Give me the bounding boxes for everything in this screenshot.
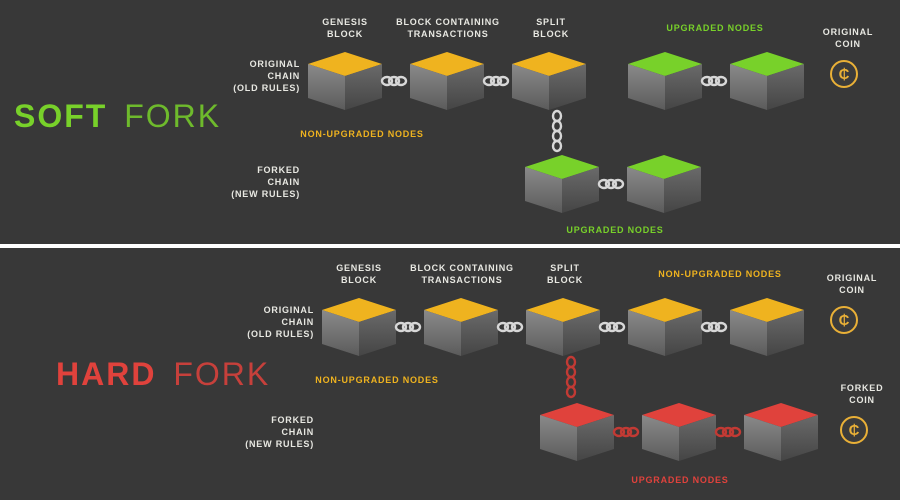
coin-icon: ₵ <box>840 416 868 444</box>
cube <box>540 403 614 471</box>
cube <box>628 52 702 120</box>
cube <box>730 52 804 120</box>
label-orig-coin: ORIGINALCOIN <box>808 26 888 50</box>
title-word-1: HARD <box>56 356 156 393</box>
cube <box>410 52 484 120</box>
chain-link-icon <box>700 321 728 331</box>
cube <box>322 298 396 366</box>
page: SOFT FORK GENESISBLOCK BLOCK CONTAININGT… <box>0 0 900 500</box>
coin-glyph: ₵ <box>839 66 850 83</box>
chain-link-icon <box>550 108 560 154</box>
coin-glyph: ₵ <box>839 312 850 329</box>
label-orig-chain: ORIGINALCHAIN(OLD RULES) <box>204 304 314 340</box>
cube <box>526 298 600 366</box>
chain-link-icon <box>564 354 574 400</box>
title-soft-fork: SOFT FORK <box>14 98 221 135</box>
label-genesis: GENESISBLOCK <box>300 16 390 40</box>
label-split: SPLITBLOCK <box>506 16 596 40</box>
cube <box>512 52 586 120</box>
coin-icon: ₵ <box>830 60 858 88</box>
cube <box>628 298 702 366</box>
label-nonupgraded: NON-UPGRADED NODES <box>272 128 452 140</box>
label-txn: BLOCK CONTAININGTRANSACTIONS <box>402 262 522 286</box>
title-hard-fork: HARD FORK <box>56 356 270 393</box>
cube <box>424 298 498 366</box>
label-orig-chain: ORIGINALCHAIN(OLD RULES) <box>190 58 300 94</box>
label-fork-chain: FORKEDCHAIN(NEW RULES) <box>190 164 300 200</box>
cube <box>642 403 716 471</box>
chain-link-icon <box>394 321 422 331</box>
chain-link-icon <box>380 75 408 85</box>
chain-link-icon <box>700 75 728 85</box>
label-upgraded-bot: UPGRADED NODES <box>560 474 800 486</box>
label-upgraded-top: UPGRADED NODES <box>630 22 800 34</box>
chain-link-icon <box>482 75 510 85</box>
chain-link-icon <box>597 178 625 188</box>
chain-link-icon <box>612 426 640 436</box>
cube <box>627 155 701 223</box>
chain-link-icon <box>496 321 524 331</box>
label-nonupgraded-mid: NON-UPGRADED NODES <box>282 374 472 386</box>
cube <box>744 403 818 471</box>
label-forked-coin: FORKEDCOIN <box>822 382 900 406</box>
cube <box>730 298 804 366</box>
label-genesis: GENESISBLOCK <box>314 262 404 286</box>
panel-hard-fork: HARD FORK GENESISBLOCK BLOCK CONTAININGT… <box>0 248 900 500</box>
chain-link-icon <box>714 426 742 436</box>
label-fork-chain: FORKEDCHAIN(NEW RULES) <box>204 414 314 450</box>
panel-soft-fork: SOFT FORK GENESISBLOCK BLOCK CONTAININGT… <box>0 0 900 244</box>
label-txn: BLOCK CONTAININGTRANSACTIONS <box>388 16 508 40</box>
cube <box>308 52 382 120</box>
coin-icon: ₵ <box>830 306 858 334</box>
label-upgraded-bot: UPGRADED NODES <box>505 224 725 236</box>
title-word-2: FORK <box>173 356 270 393</box>
label-nonupgraded-top: NON-UPGRADED NODES <box>620 268 820 280</box>
title-word-2: FORK <box>124 98 221 135</box>
title-word-1: SOFT <box>14 98 107 135</box>
label-split: SPLITBLOCK <box>520 262 610 286</box>
coin-glyph: ₵ <box>849 422 860 439</box>
label-orig-coin: ORIGINALCOIN <box>812 272 892 296</box>
chain-link-icon <box>598 321 626 331</box>
cube <box>525 155 599 223</box>
